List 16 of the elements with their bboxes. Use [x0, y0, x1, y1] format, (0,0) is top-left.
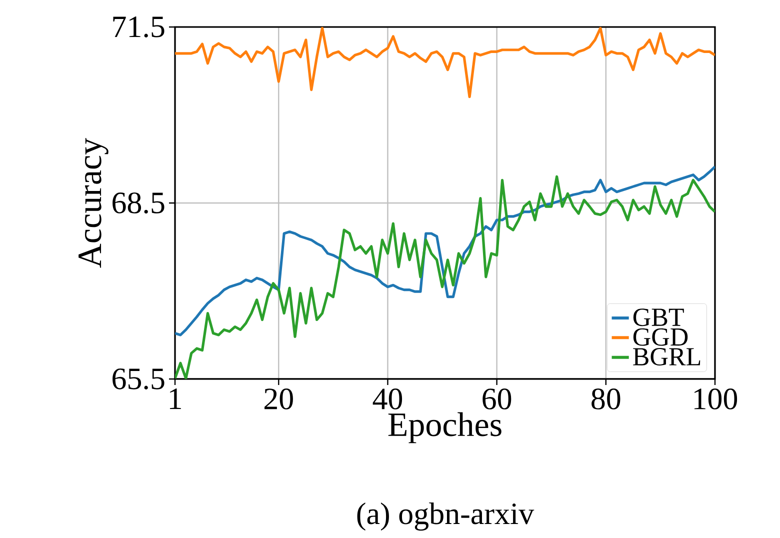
x-tick-label: 60 — [482, 388, 512, 410]
legend-label: BGRL — [633, 348, 700, 366]
y-tick-label: 71.5 — [113, 16, 164, 38]
x-tick-label: 40 — [372, 388, 402, 410]
y-tick-label: 68.5 — [112, 192, 164, 214]
x-tick-label: 1 — [170, 388, 181, 409]
y-axis-title: Accuracy — [78, 138, 108, 268]
line-series — [175, 175, 715, 379]
x-tick-label: 20 — [264, 388, 293, 410]
x-axis-title: Epoches — [388, 412, 502, 444]
legend-label: GBT — [633, 308, 684, 326]
legend-label: GGD — [633, 328, 688, 346]
x-tick-label: 100 — [694, 388, 738, 410]
y-tick-label: 65.5 — [112, 368, 164, 390]
text: (a) ogbn-arxiv — [357, 502, 534, 531]
x-tick-label: 80 — [592, 388, 620, 410]
